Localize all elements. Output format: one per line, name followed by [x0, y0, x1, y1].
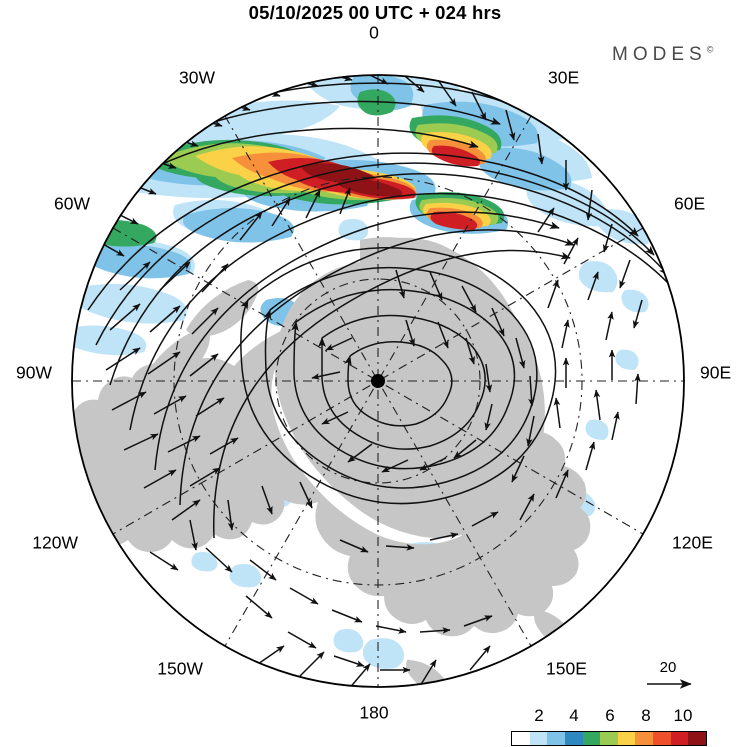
wind-scale-value: 20 [659, 659, 677, 676]
lon-label-150e: 150E [546, 658, 587, 679]
colorbar-tick-4: 4 [569, 706, 579, 725]
colorbar-swatch-2 [547, 732, 565, 745]
colorbar-tick-6: 6 [605, 706, 615, 725]
wind-vectors [95, 75, 643, 687]
colorbar-swatch-6 [617, 732, 636, 745]
globe-outline [71, 74, 685, 688]
lon-label-60e: 60E [674, 193, 706, 214]
lon-label-60w: 60W [54, 193, 90, 214]
colorbar-swatch-8 [653, 732, 671, 745]
page-title: 05/10/2025 00 UTC + 024 hrs [248, 2, 502, 23]
colorbar-tick-8: 8 [641, 706, 651, 725]
colorbar-swatch-7 [635, 732, 654, 745]
wind-scale-legend: 20 [645, 659, 701, 694]
lon-label-180: 180 [359, 702, 389, 723]
colorbar-swatch-4 [582, 732, 601, 745]
modes-logo: MODES© [612, 44, 713, 66]
colorbar-swatch-9 [670, 732, 689, 745]
pole-marker [371, 374, 385, 388]
longitude-lines [72, 75, 684, 687]
precipitation-colorbar [511, 731, 707, 746]
colorbar-swatch-1 [529, 732, 548, 745]
colorbar-swatch-3 [564, 732, 583, 745]
colorbar-swatch-0 [512, 732, 530, 745]
lon-label-120e: 120E [672, 532, 713, 553]
brand-text: MODES [612, 44, 707, 65]
copyright-mark: © [706, 44, 714, 55]
colorbar-swatch-5 [600, 732, 618, 745]
lon-label-120w: 120W [32, 532, 78, 553]
lon-label-30e: 30E [548, 67, 580, 88]
lon-label-150w: 150W [157, 658, 203, 679]
colorbar-swatch-10 [688, 732, 707, 745]
lon-label-90w: 90W [16, 362, 52, 383]
lon-label-0: 0 [369, 22, 379, 43]
colorbar-tick-10: 10 [673, 706, 693, 725]
lon-label-30w: 30W [179, 67, 215, 88]
lon-label-90e: 90E [700, 362, 732, 383]
colorbar-tick-2: 2 [534, 706, 544, 725]
wind-scale-arrow-icon [647, 679, 692, 689]
